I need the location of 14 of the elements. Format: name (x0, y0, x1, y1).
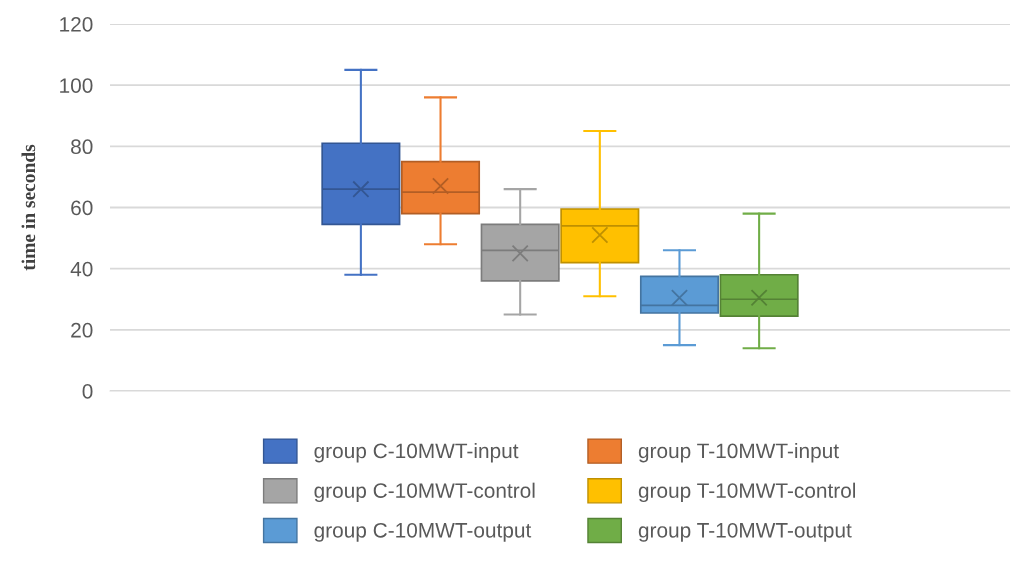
legend-label: group T-10MWT-output (638, 522, 852, 542)
y-tick-label: 40 (70, 261, 93, 277)
y-tick-label: 20 (71, 322, 93, 338)
y-tick-label: 0 (82, 384, 93, 399)
legend-label: group C-10MWT-output (314, 522, 532, 542)
legend-label: group C-10MWT-input (314, 442, 519, 463)
y-tick-label: 100 (60, 78, 93, 93)
legend-label: group C-10MWT-control (314, 482, 535, 503)
legend-label: group T-10MWT-input (638, 442, 839, 463)
y-tick-label: 80 (71, 139, 93, 155)
y-tick-label: 60 (71, 200, 93, 216)
y-axis-title: time in seconds (21, 144, 36, 271)
legend-label: group T-10MWT-control (638, 482, 856, 503)
y-tick-label: 120 (60, 17, 93, 32)
